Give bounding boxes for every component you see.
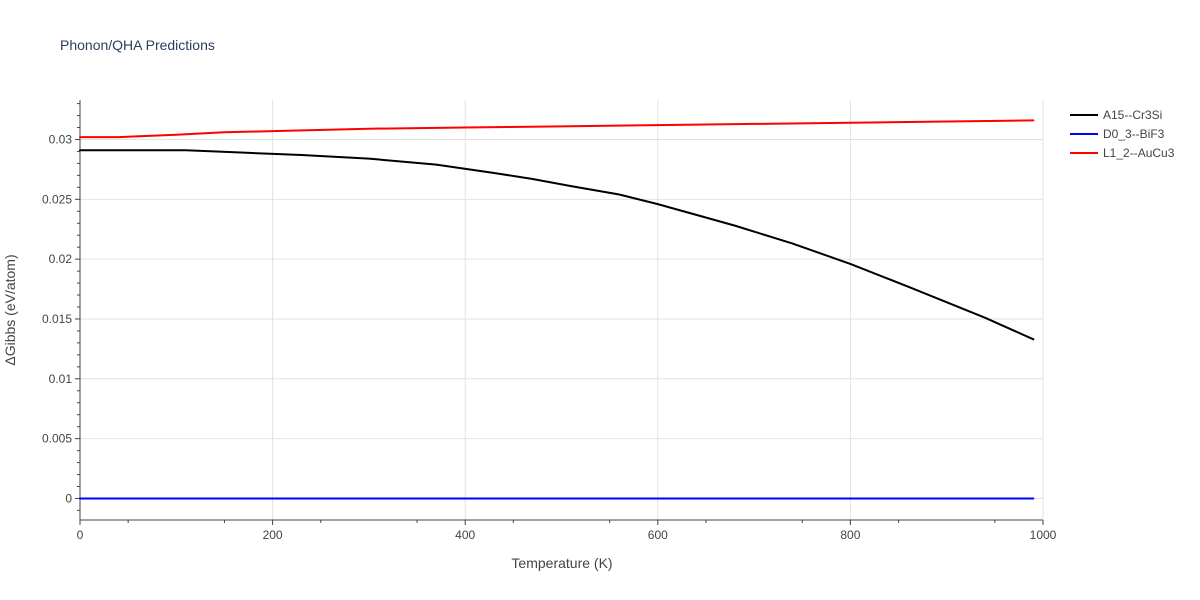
y-tick-label: 0.02 <box>49 252 73 266</box>
series-layer <box>79 119 1035 500</box>
legend-label: D0_3--BiF3 <box>1103 127 1165 141</box>
legend-label: A15--Cr3Si <box>1103 108 1162 122</box>
legend-item[interactable]: D0_3--BiF3 <box>1070 127 1165 141</box>
legend-item[interactable]: L1_2--AuCu3 <box>1070 146 1175 160</box>
x-tick-label: 200 <box>263 528 283 542</box>
legend[interactable]: A15--Cr3Si D0_3--BiF3 L1_2--AuCu3 <box>1070 108 1175 160</box>
y-axis-title: ΔGibbs (eV/atom) <box>2 254 18 365</box>
y-tick-label: 0 <box>65 491 72 505</box>
y-tick-label: 0.03 <box>49 132 73 146</box>
x-axis-title: Temperature (K) <box>511 555 612 571</box>
y-tick-label: 0.015 <box>42 312 72 326</box>
y-tick-label: 0.005 <box>42 432 72 446</box>
axes-layer: 0 200 400 600 800 1000 0 0.005 0.01 0.015 0.02 0.02… <box>42 100 1057 542</box>
x-tick-label: 1000 <box>1030 528 1057 542</box>
x-tick-label: 0 <box>77 528 84 542</box>
series-line-l1-2-aucu3[interactable] <box>79 119 1035 139</box>
x-tick-label: 400 <box>455 528 475 542</box>
legend-label: L1_2--AuCu3 <box>1103 146 1175 160</box>
series-line-a15-cr3si[interactable] <box>79 149 1035 341</box>
x-tick-label: 600 <box>648 528 668 542</box>
y-tick-label: 0.01 <box>49 372 73 386</box>
legend-item[interactable]: A15--Cr3Si <box>1070 108 1162 122</box>
chart-title: Phonon/QHA Predictions <box>60 37 215 53</box>
y-tick-label: 0.025 <box>42 192 72 206</box>
x-tick-label: 800 <box>840 528 860 542</box>
